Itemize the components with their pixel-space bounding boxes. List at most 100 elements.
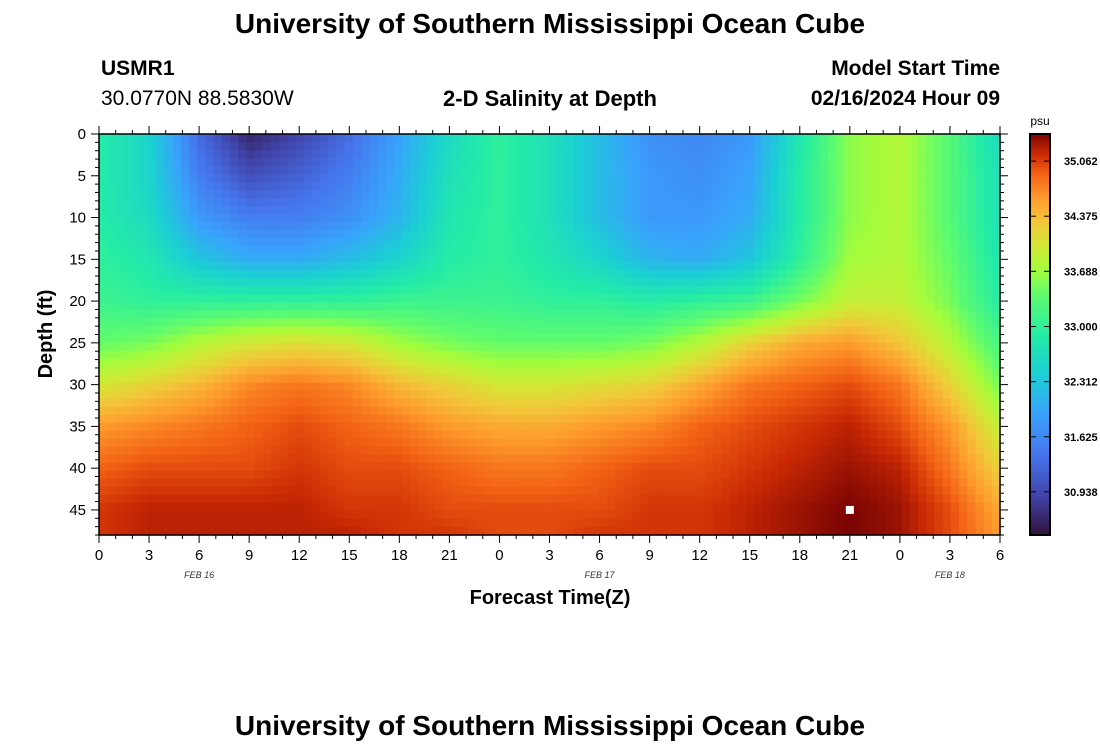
heatmap-cell	[696, 238, 706, 247]
heatmap-cell	[303, 478, 313, 488]
heatmap-cell	[221, 142, 231, 151]
heatmap-cell	[713, 214, 723, 223]
heatmap-cell	[410, 326, 420, 336]
heatmap-cell	[254, 286, 264, 295]
heatmap-cell	[197, 318, 207, 328]
heatmap-cell	[926, 486, 936, 496]
heatmap-cell	[426, 326, 436, 336]
heatmap-cell	[213, 350, 223, 360]
heatmap-cell	[221, 470, 231, 480]
heatmap-cell	[107, 294, 116, 304]
heatmap-cell	[811, 182, 821, 191]
heatmap-cell	[139, 414, 149, 424]
heatmap-cell	[647, 206, 657, 215]
heatmap-cell	[139, 382, 149, 392]
heatmap-cell	[811, 382, 821, 392]
heatmap-cell	[688, 470, 698, 480]
heatmap-cell	[123, 334, 133, 344]
heatmap-cell	[287, 318, 297, 328]
heatmap-cell	[123, 142, 133, 151]
heatmap-cell	[156, 462, 166, 472]
heatmap-cell	[705, 190, 714, 199]
heatmap-cell	[647, 134, 657, 143]
heatmap-cell	[279, 470, 288, 480]
heatmap-cell	[533, 430, 542, 440]
heatmap-cell	[819, 238, 829, 247]
heatmap-cell	[885, 358, 895, 368]
heatmap-cell	[647, 390, 657, 400]
heatmap-cell	[959, 262, 968, 271]
heatmap-cell	[918, 278, 927, 287]
heatmap-cell	[721, 134, 731, 143]
heatmap-cell	[238, 414, 248, 424]
heatmap-cell	[385, 374, 395, 384]
heatmap-cell	[336, 310, 346, 320]
heatmap-cell	[664, 238, 673, 247]
heatmap-cell	[434, 190, 444, 199]
heatmap-cell	[868, 446, 878, 456]
heatmap-cell	[950, 414, 960, 424]
heatmap-cell	[238, 238, 248, 247]
heatmap-cell	[868, 166, 878, 175]
heatmap-cell	[320, 382, 329, 392]
heatmap-cell	[688, 326, 698, 336]
heatmap-cell	[246, 398, 256, 408]
heatmap-cell	[434, 462, 444, 472]
heatmap-cell	[696, 174, 706, 183]
heatmap-cell	[230, 390, 239, 400]
heatmap-cell	[320, 430, 329, 440]
heatmap-cell	[975, 406, 985, 416]
heatmap-cell	[934, 302, 944, 312]
heatmap-cell	[221, 270, 231, 279]
heatmap-cell	[582, 238, 592, 247]
heatmap-cell	[246, 158, 256, 167]
heatmap-cell	[672, 454, 682, 464]
heatmap-cell	[680, 142, 690, 151]
heatmap-cell	[959, 454, 968, 464]
heatmap-cell	[533, 446, 542, 456]
heatmap-cell	[139, 214, 149, 223]
heatmap-cell	[631, 470, 641, 480]
heatmap-cell	[311, 230, 321, 239]
heatmap-cell	[746, 470, 755, 480]
heatmap-cell	[713, 206, 723, 215]
heatmap-cell	[426, 158, 436, 167]
heatmap-cell	[131, 206, 141, 215]
heatmap-cell	[713, 230, 723, 239]
heatmap-cell	[746, 222, 755, 231]
heatmap-cell	[500, 142, 510, 151]
heatmap-cell	[885, 134, 895, 143]
heatmap-cell	[942, 206, 952, 215]
heatmap-cell	[172, 470, 182, 480]
heatmap-cell	[737, 430, 747, 440]
heatmap-cell	[615, 406, 624, 416]
heatmap-cell	[238, 182, 248, 191]
heatmap-cell	[426, 438, 436, 448]
heatmap-cell	[123, 326, 133, 336]
heatmap-cell	[369, 414, 379, 424]
heatmap-cell	[271, 342, 280, 352]
heatmap-cell	[582, 398, 592, 408]
heatmap-cell	[787, 342, 796, 352]
heatmap-cell	[795, 134, 805, 143]
heatmap-cell	[148, 494, 157, 504]
heatmap-cell	[213, 446, 223, 456]
heatmap-cell	[655, 190, 665, 199]
heatmap-cell	[369, 350, 379, 360]
heatmap-cell	[631, 190, 641, 199]
heatmap-cell	[483, 174, 493, 183]
heatmap-cell	[770, 462, 780, 472]
heatmap-cell	[434, 286, 444, 295]
heatmap-cell	[574, 302, 583, 312]
heatmap-cell	[959, 214, 968, 223]
heatmap-cell	[655, 422, 665, 432]
heatmap-cell	[672, 414, 682, 424]
heatmap-cell	[279, 214, 288, 223]
heatmap-cell	[737, 134, 747, 143]
heatmap-cell	[385, 246, 395, 255]
heatmap-cell	[156, 350, 166, 360]
heatmap-cell	[877, 462, 886, 472]
heatmap-cell	[99, 318, 108, 328]
heatmap-cell	[811, 238, 821, 247]
heatmap-cell	[148, 478, 157, 488]
